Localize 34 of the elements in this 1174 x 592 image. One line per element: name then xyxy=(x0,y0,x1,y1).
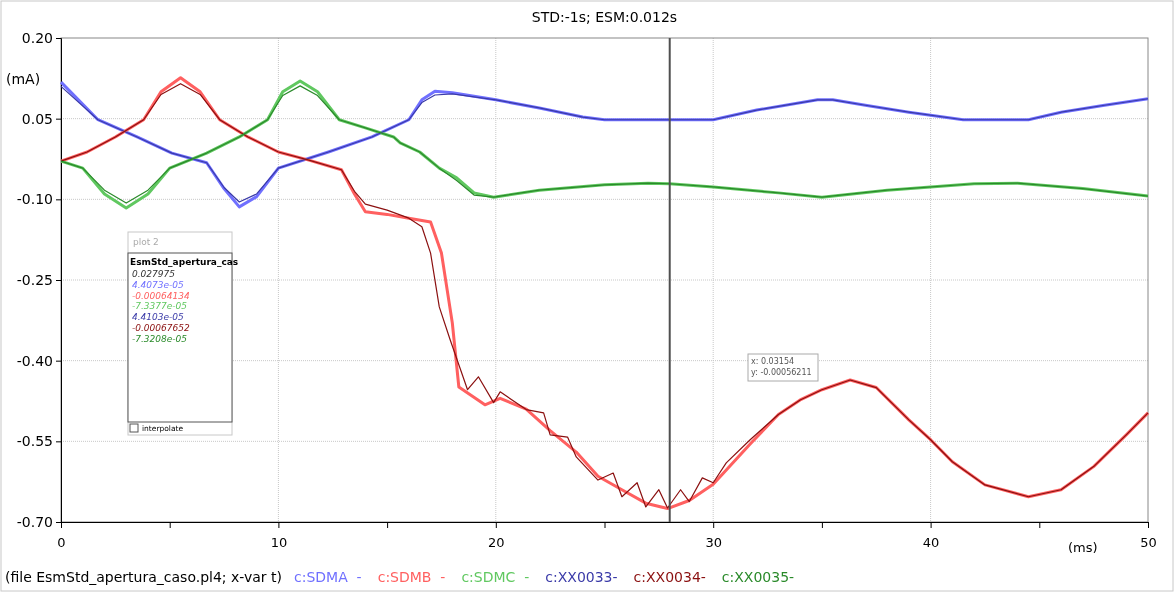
x-tick-label: 30 xyxy=(705,534,722,550)
annotation: -0.00067652 xyxy=(132,323,190,333)
text: (file EsmStd_apertura_caso.pl4; x-var t) xyxy=(5,569,282,585)
y-tick-label: -0.70 xyxy=(16,513,53,530)
annotation: 4.4073e-05 xyxy=(132,279,184,290)
text: c:SDMA - xyxy=(293,569,362,585)
text: c:SDMC - xyxy=(461,569,530,585)
annotation: -0.00064134 xyxy=(132,290,190,301)
x-tick-label: 20 xyxy=(488,534,505,550)
text: c:XX0033- xyxy=(545,569,618,585)
annotation: -7.3377e-05 xyxy=(132,301,188,312)
x-tick-label: 0 xyxy=(57,534,66,550)
text: c:XX0035- xyxy=(721,569,795,585)
y-tick-label: 0.05 xyxy=(21,110,53,127)
annotation: EsmStd_apertura_cas xyxy=(130,257,239,267)
x-tick-label: 50 xyxy=(1140,534,1157,550)
x-tick-label: 10 xyxy=(270,534,288,550)
x-axis-title: (ms) xyxy=(1068,540,1098,555)
y-tick-label: 0.20 xyxy=(21,29,53,46)
annotation: x: 0.03154 xyxy=(751,357,795,366)
x-tick-label: 40 xyxy=(922,534,940,550)
annotation: 0.027975 xyxy=(132,269,176,279)
y-tick-label: -0.10 xyxy=(16,191,53,208)
y-tick-label: -0.55 xyxy=(16,433,53,450)
text: c:XX0034- xyxy=(633,569,706,585)
y-axis-title: (mA) xyxy=(6,71,41,87)
annotation: 4.4103e-05 xyxy=(132,312,184,323)
annotation: y: -0.00056211 xyxy=(751,368,812,377)
y-tick-label: -0.25 xyxy=(16,271,53,288)
y-tick-label: -0.40 xyxy=(16,352,53,369)
text: c:SDMB - xyxy=(377,569,446,585)
chart-title: STD:-1s; ESM:0.012s xyxy=(531,9,678,25)
annotation: plot 2 xyxy=(133,237,159,247)
annotation: -7.3208e-05 xyxy=(132,333,188,344)
